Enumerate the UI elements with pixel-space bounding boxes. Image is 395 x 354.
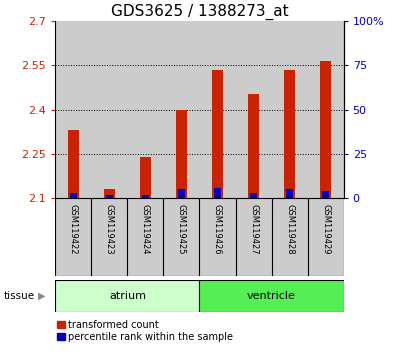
Bar xyxy=(178,189,185,198)
Text: GSM119423: GSM119423 xyxy=(105,205,114,255)
Bar xyxy=(106,195,113,198)
Bar xyxy=(55,21,91,198)
Bar xyxy=(214,188,221,198)
Bar xyxy=(140,157,151,198)
Bar xyxy=(284,70,295,198)
Bar xyxy=(199,21,235,198)
Bar xyxy=(212,70,223,198)
Bar xyxy=(248,93,259,198)
Text: GSM119428: GSM119428 xyxy=(285,205,294,255)
Bar xyxy=(142,195,149,198)
Bar xyxy=(68,130,79,198)
Bar xyxy=(127,21,164,198)
Text: tissue: tissue xyxy=(4,291,35,301)
Bar xyxy=(176,110,187,198)
Bar xyxy=(272,21,308,198)
Bar xyxy=(286,189,293,198)
Title: GDS3625 / 1388273_at: GDS3625 / 1388273_at xyxy=(111,4,288,20)
Bar xyxy=(235,21,272,198)
Text: GSM119427: GSM119427 xyxy=(249,205,258,255)
Bar xyxy=(199,280,344,312)
Text: GSM119426: GSM119426 xyxy=(213,205,222,255)
Bar xyxy=(308,21,344,198)
Bar xyxy=(164,21,199,198)
Bar xyxy=(104,189,115,198)
Bar xyxy=(320,61,331,198)
Bar xyxy=(91,21,127,198)
Text: GSM119429: GSM119429 xyxy=(321,205,330,255)
Text: ventricle: ventricle xyxy=(247,291,296,301)
Legend: transformed count, percentile rank within the sample: transformed count, percentile rank withi… xyxy=(57,320,233,342)
Bar xyxy=(70,193,77,198)
Bar xyxy=(322,191,329,198)
Text: ▶: ▶ xyxy=(38,291,45,301)
Text: GSM119425: GSM119425 xyxy=(177,205,186,255)
Text: GSM119424: GSM119424 xyxy=(141,205,150,255)
Text: GSM119422: GSM119422 xyxy=(69,205,78,255)
Text: atrium: atrium xyxy=(109,291,146,301)
Bar xyxy=(55,280,199,312)
Bar xyxy=(250,193,257,198)
